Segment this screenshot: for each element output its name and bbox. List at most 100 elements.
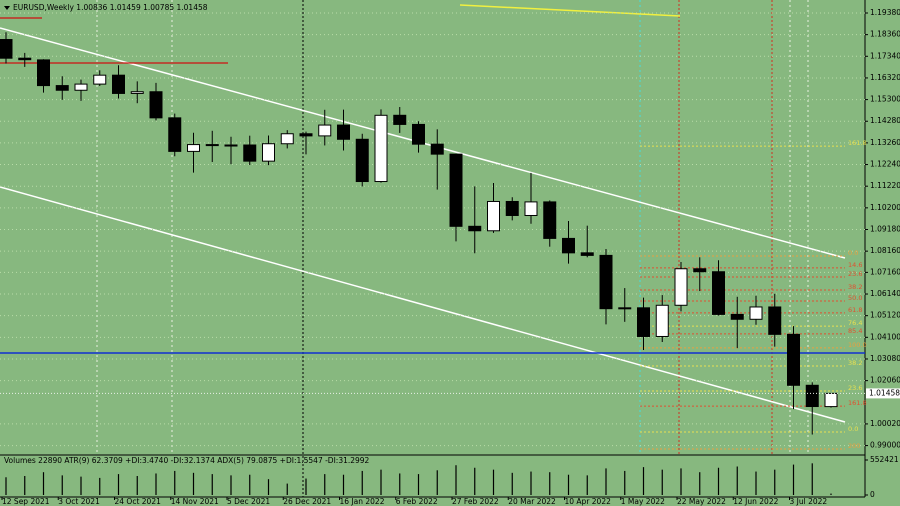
candle-body (374, 114, 388, 183)
x-tick-label: 6 Feb 2022 (396, 497, 438, 506)
candle-body (37, 59, 50, 87)
x-tick-label: 27 Feb 2022 (452, 497, 499, 506)
x-tick-label: 20 Mar 2022 (508, 497, 556, 506)
current-price-box (866, 388, 900, 399)
y-tick-label: 1.08160 (870, 246, 900, 255)
candle-body (449, 153, 463, 227)
volume-tick-label: 0 (870, 490, 875, 499)
y-tick-label: 1.18360 (870, 30, 900, 39)
y-tick-label: 1.07160 (870, 267, 900, 276)
y-tick-label: 1.09180 (870, 224, 900, 233)
candle-body (580, 252, 594, 256)
fib-label: 76.4 (848, 319, 862, 327)
candle-body (355, 138, 369, 183)
trend-line (459, 4, 681, 17)
candle-body (730, 313, 744, 320)
fib-label: 161.8 (848, 139, 867, 147)
current-price-label: 1.01458 (869, 388, 900, 397)
candle-body (599, 254, 613, 310)
candle-body (112, 74, 125, 94)
volume-tick-label: 552421 (870, 455, 899, 464)
candle-body (0, 39, 13, 59)
y-tick-label: 1.04100 (870, 332, 900, 341)
x-tick-label: 12 Sep 2021 (2, 497, 50, 506)
candle-body (318, 124, 332, 137)
fib-label: 0.0 (848, 249, 858, 257)
y-tick-label: 1.03080 (870, 354, 900, 363)
y-tick-label: 1.15300 (870, 95, 900, 104)
volume-title: Volumes 22890 ATR(9) 62.3709 +DI:3.4740 … (4, 456, 370, 465)
candle-body (393, 114, 407, 125)
candle-body (487, 200, 500, 232)
candle-body (655, 304, 669, 337)
candle-body (674, 268, 688, 306)
y-tick-label: 1.00020 (870, 419, 900, 428)
x-tick-label: 22 May 2022 (677, 497, 726, 506)
candle-body (18, 57, 32, 61)
fib-label: 38.2 (848, 283, 862, 291)
y-tick-label: 1.06140 (870, 289, 900, 298)
y-tick-label: 1.11220 (870, 181, 900, 190)
x-tick-label: 3 Oct 2021 (58, 497, 100, 506)
fib-label: 50.0 (848, 294, 862, 302)
candle-body (805, 384, 819, 408)
y-tick-label: 1.05120 (870, 311, 900, 320)
candle-body (337, 124, 350, 140)
x-tick-label: 12 Jun 2022 (733, 497, 778, 506)
fib-label: 38.2 (848, 359, 862, 367)
chart-title: EURUSD,Weekly 1.00836 1.01459 1.00785 1.… (13, 3, 208, 12)
candle-body (149, 91, 163, 119)
y-tick-label: 1.16320 (870, 73, 900, 82)
y-tick-label: 1.13260 (870, 138, 900, 147)
candle-body (824, 392, 838, 408)
candle-body (524, 201, 538, 216)
candle-body (543, 201, 557, 239)
trend-line (0, 186, 846, 423)
fib-label: 200 (848, 442, 860, 450)
candle-body (74, 83, 88, 91)
fib-label: 14.6 (848, 261, 862, 269)
fib-label: 0.0 (848, 425, 858, 433)
fib-label: 85.4 (848, 327, 862, 335)
candle-body (562, 237, 575, 254)
dropdown-icon (4, 6, 10, 10)
candle-body (712, 271, 725, 315)
y-tick-label: 1.10200 (870, 203, 900, 212)
candle-body (430, 143, 444, 155)
x-tick-label: 5 Dec 2021 (227, 497, 270, 506)
candle-body (55, 85, 69, 91)
x-tick-label: 16 Jan 2022 (340, 497, 385, 506)
candle-body (505, 200, 519, 216)
x-tick-label: 26 Dec 2021 (283, 497, 331, 506)
x-tick-label: 10 Apr 2022 (565, 497, 612, 506)
candle-body (468, 225, 482, 232)
candle-body (299, 133, 313, 137)
candle-body (749, 306, 763, 320)
candle-body (280, 133, 294, 145)
y-tick-label: 1.19380 (870, 8, 900, 17)
fib-label: 100.0 (848, 341, 867, 349)
y-tick-label: 0.99000 (870, 441, 900, 450)
x-tick-label: 24 Oct 2021 (115, 497, 162, 506)
candle-body (693, 268, 707, 273)
candle-body (243, 144, 257, 162)
fib-label: 23.6 (848, 384, 862, 392)
candle-body (93, 74, 107, 85)
fib-label: 61.8 (848, 306, 862, 314)
candle-body (637, 307, 650, 337)
candle-body (168, 117, 182, 152)
candle-body (224, 144, 238, 147)
candle-body (262, 143, 275, 162)
y-tick-label: 1.14280 (870, 116, 900, 125)
y-tick-label: 1.12240 (870, 160, 900, 169)
candle-body (187, 144, 200, 152)
x-tick-label: 3 Jul 2022 (790, 497, 828, 506)
candle-body (205, 144, 219, 147)
candle-body (787, 333, 800, 386)
x-tick-label: 1 May 2022 (621, 497, 665, 506)
candle-body (130, 91, 144, 94)
fib-label: 23.6 (848, 270, 862, 278)
candle-body (412, 123, 425, 145)
